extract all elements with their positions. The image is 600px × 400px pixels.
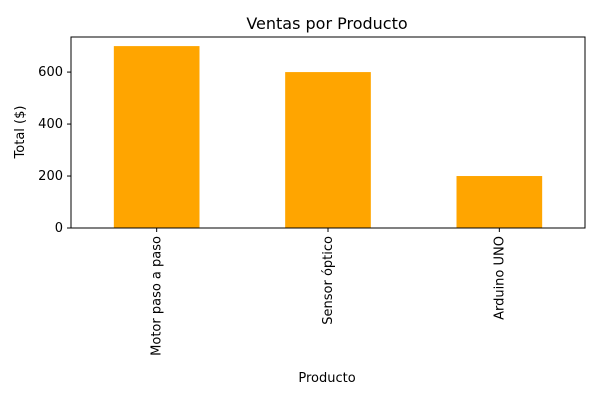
bar-2 xyxy=(285,72,371,228)
bar-3 xyxy=(456,176,543,228)
bars-layer xyxy=(113,46,543,228)
chart-title: Ventas por Producto xyxy=(246,14,407,33)
x-tick-label-1: Motor paso a paso xyxy=(150,236,165,356)
x-axis-label: Producto xyxy=(298,371,355,386)
y-ticks-layer: 0 200 400 600 xyxy=(38,65,71,236)
y-tick-label-3: 400 xyxy=(38,117,63,132)
bar-1 xyxy=(113,46,200,228)
y-tick-label-4: 600 xyxy=(38,65,63,80)
x-ticks-layer: Motor paso a paso Sensor óptico Arduino UN… xyxy=(150,228,507,356)
x-tick-label-2: Sensor óptico xyxy=(321,236,336,325)
y-tick-label-2: 200 xyxy=(38,169,63,184)
y-tick-label-1: 0 xyxy=(55,221,63,236)
y-axis-label: Total ($) xyxy=(13,106,28,160)
x-tick-label-3: Arduino UNO xyxy=(492,236,507,320)
plot-area: Motor paso a paso Sensor óptico Arduino UN… xyxy=(38,36,586,356)
